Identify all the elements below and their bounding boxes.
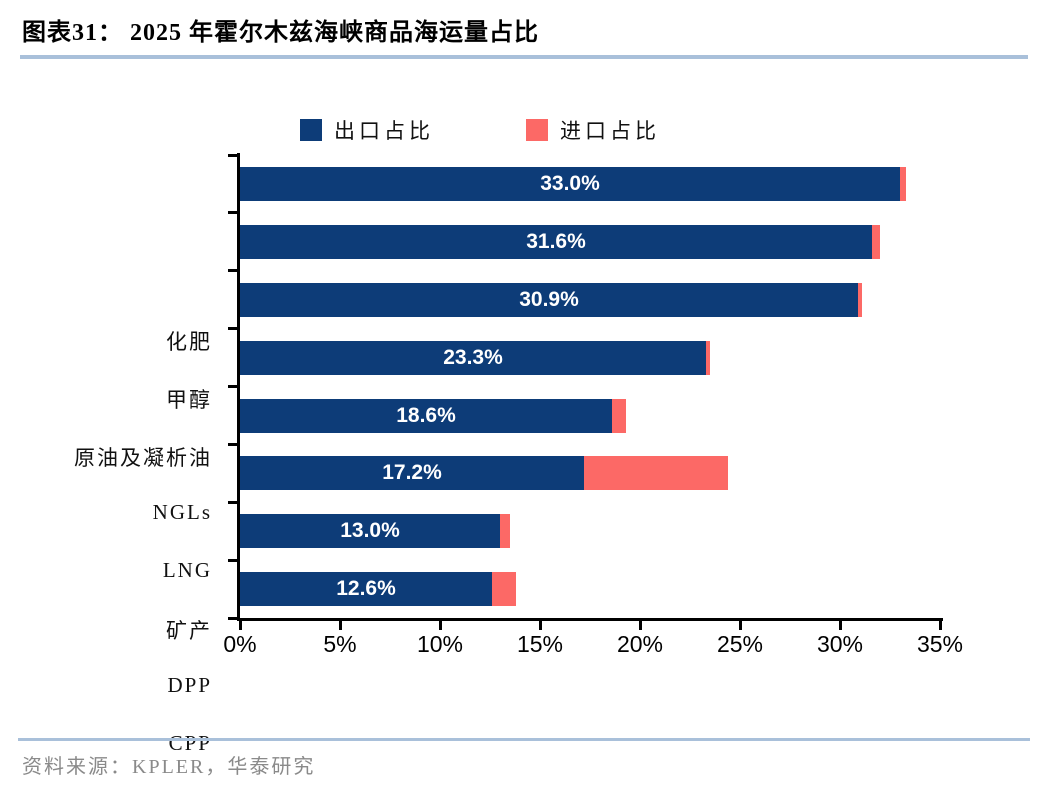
bar-value-label: 13.0% (340, 519, 400, 543)
export-bar-segment (240, 282, 858, 317)
category-label: LNG (162, 557, 212, 582)
import-bar-segment (900, 167, 906, 201)
y-axis-tick (228, 385, 238, 388)
x-axis-tick-label: 10% (416, 631, 464, 657)
export-bar-segment (240, 398, 612, 433)
bar-value-label: 23.3% (443, 345, 503, 369)
category-label: 原油及凝析油 (74, 445, 212, 470)
bar-value-label: 12.6% (336, 577, 396, 601)
export-bar-segment (240, 514, 500, 549)
bar-plot-area: 33.0% 31.6% 30.9% 23.3% 18.6% 17.2% 13.0% 12.6% (240, 155, 940, 618)
x-axis-tick-label: 35% (916, 631, 964, 657)
x-axis-tick-label: 0% (223, 631, 257, 657)
bar-value-label: 31.6% (526, 229, 586, 253)
legend-item-import: 进口占比 (526, 115, 660, 145)
import-bar-segment (858, 282, 862, 317)
x-axis-tick-label: 30% (816, 631, 864, 657)
x-axis-tick (438, 621, 442, 630)
import-bar-segment (492, 572, 516, 607)
legend-label-export: 出口占比 (334, 119, 434, 143)
category-label: 甲醇 (166, 387, 212, 412)
export-bar-segment (240, 572, 492, 607)
bar-value-label: 30.9% (519, 287, 579, 311)
export-bar-segment (240, 456, 584, 491)
y-axis-tick (228, 327, 238, 331)
bar-value-label: 33.0% (540, 172, 600, 195)
x-axis-tick (938, 621, 942, 630)
x-axis-tick-label: 20% (616, 631, 664, 657)
category-label: 矿产 (166, 619, 212, 644)
category-label: 化肥 (166, 330, 212, 354)
chart-legend: 出口占比 进口占比 (300, 115, 660, 145)
export-bar-segment (240, 340, 706, 375)
x-axis-tick (638, 621, 642, 630)
y-axis-tick (228, 442, 238, 446)
y-axis-line (237, 153, 240, 621)
category-label: DPP (167, 673, 212, 698)
export-bar-segment (240, 167, 900, 201)
import-bar-segment (584, 456, 728, 491)
title-underline (20, 55, 1028, 59)
legend-label-import: 进口占比 (560, 119, 660, 143)
chart-title: 图表31： 2025 年霍尔木兹海峡商品海运量占比 (22, 20, 539, 46)
y-axis-tick (228, 500, 238, 504)
y-axis-tick (228, 269, 238, 273)
export-bar-segment (240, 224, 872, 259)
x-axis-tick-label: 25% (716, 631, 764, 657)
legend-item-export: 出口占比 (300, 115, 434, 145)
y-axis-tick (228, 616, 238, 620)
x-axis-tick-label: 15% (516, 631, 564, 657)
bar-value-label: 17.2% (382, 461, 442, 485)
category-axis-labels: 化肥甲醇原油及凝析油 NGLs LNG 矿产 DPP CPP (0, 155, 226, 755)
bar-value-label: 18.6% (396, 403, 456, 427)
import-bar-segment (612, 398, 626, 433)
import-swatch-icon (526, 119, 548, 141)
category-label: NGLs (152, 499, 212, 524)
import-bar-segment (872, 224, 880, 259)
y-axis-tick (228, 211, 238, 215)
x-axis-tick-label: 5% (323, 631, 357, 657)
footer-rule (18, 738, 1030, 741)
import-bar-segment (706, 340, 710, 375)
x-axis-tick (538, 621, 542, 630)
source-note: 资料来源：KPLER，华泰研究 (22, 756, 316, 778)
x-axis-tick (338, 621, 342, 630)
x-axis-tick (838, 621, 842, 630)
x-axis-line (237, 618, 943, 621)
x-axis-tick (738, 621, 742, 630)
y-axis-tick (228, 558, 238, 562)
category-label: CPP (168, 731, 212, 756)
import-bar-segment (500, 514, 510, 549)
y-axis-tick (228, 153, 238, 157)
export-swatch-icon (300, 119, 322, 141)
x-axis-tick (238, 621, 242, 630)
